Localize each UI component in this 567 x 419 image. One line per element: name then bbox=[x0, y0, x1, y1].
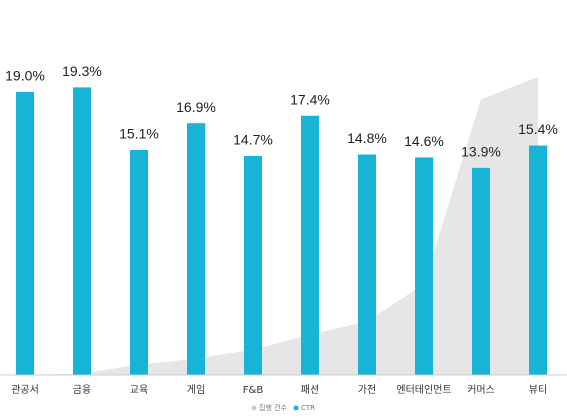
value-label: 17.4% bbox=[290, 91, 330, 107]
x-tick-label: 커머스 bbox=[467, 384, 495, 396]
bar bbox=[73, 87, 91, 376]
bar bbox=[187, 123, 205, 375]
value-label: 14.6% bbox=[404, 133, 444, 149]
x-tick-label: 패션 bbox=[301, 384, 319, 396]
bar bbox=[244, 155, 262, 375]
x-tick-label: 가전 bbox=[358, 384, 376, 396]
x-tick-label: 게임 bbox=[187, 383, 205, 396]
bar bbox=[130, 150, 148, 375]
legend-marker bbox=[293, 405, 299, 411]
bar bbox=[529, 145, 547, 375]
bar bbox=[16, 91, 34, 376]
x-tick-label: 교육 bbox=[130, 384, 148, 396]
legend-marker bbox=[251, 405, 257, 411]
value-label: 19.0% bbox=[5, 68, 45, 84]
bar bbox=[301, 115, 319, 376]
area bbox=[25, 77, 538, 375]
bar bbox=[472, 167, 490, 375]
value-label: 15.4% bbox=[518, 121, 558, 137]
bar bbox=[358, 154, 376, 375]
x-tick-label: 관공서 bbox=[11, 384, 39, 396]
x-tick-label: 뷰티 bbox=[529, 384, 547, 396]
legend-label: CTR bbox=[301, 404, 315, 412]
x-tick-label: 엔터테인먼트 bbox=[396, 384, 451, 396]
value-label: 19.3% bbox=[62, 63, 102, 79]
value-label: 14.7% bbox=[233, 132, 273, 148]
bar bbox=[415, 157, 433, 375]
value-label: 15.1% bbox=[119, 126, 159, 142]
legend-label: 집행 건수 bbox=[259, 403, 288, 412]
value-label: 14.8% bbox=[347, 130, 387, 146]
x-tick-label: 금융 bbox=[73, 384, 91, 396]
value-label: 13.9% bbox=[461, 144, 501, 160]
x-tick-label: F&B bbox=[243, 385, 264, 396]
value-label: 16.9% bbox=[176, 99, 216, 115]
